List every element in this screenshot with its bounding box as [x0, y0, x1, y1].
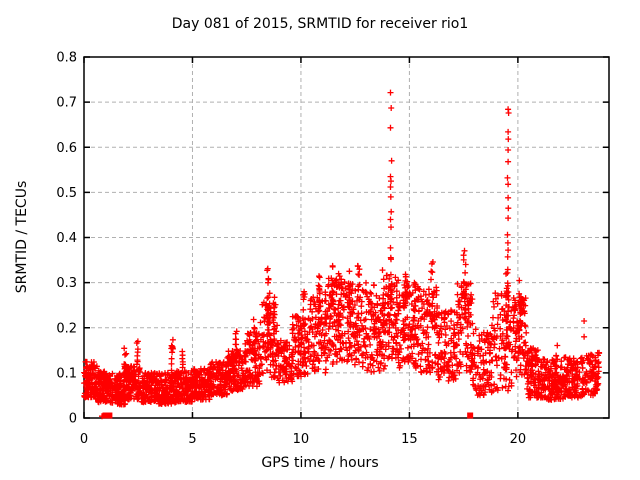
tick-labels: 0 0.1 0.2 0.3 0.4 0.5 0.6 0.7 0.8 0 5 10 15 20 — [56, 51, 526, 448]
x-axis-label: GPS time / hours — [261, 455, 379, 471]
scatter-series-srmtid — [81, 89, 603, 420]
square-marker — [106, 412, 113, 419]
y-tick-label: 0 — [69, 412, 77, 427]
x-tick-label: 15 — [401, 432, 418, 447]
y-tick-label: 0.2 — [56, 321, 77, 336]
chart-title: Day 081 of 2015, SRMTID for receiver rio… — [171, 16, 469, 32]
square-marker — [467, 412, 474, 419]
y-tick-label: 0.3 — [56, 276, 77, 291]
y-tick-label: 0.6 — [56, 141, 77, 156]
y-tick-label: 0.1 — [56, 366, 77, 381]
y-tick-label: 0.5 — [56, 186, 77, 201]
x-tick-label: 10 — [293, 432, 310, 447]
x-tick-label: 5 — [188, 432, 196, 447]
x-tick-label: 20 — [510, 432, 527, 447]
y-tick-label: 0.4 — [56, 231, 77, 246]
y-tick-label: 0.8 — [56, 51, 77, 66]
x-tick-label: 0 — [80, 432, 88, 447]
square-marker — [102, 412, 109, 419]
y-tick-label: 0.7 — [56, 96, 77, 111]
zero-square-markers — [102, 412, 474, 419]
